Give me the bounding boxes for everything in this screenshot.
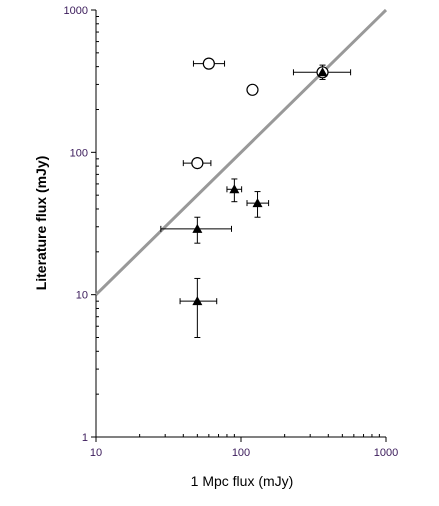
data-point-circle	[191, 157, 204, 170]
reference-line	[94, 8, 388, 296]
data-point-circle	[246, 83, 259, 96]
y-tick-label: 1	[82, 432, 88, 444]
data-point-triangle	[229, 184, 240, 194]
data-point-triangle	[252, 198, 263, 208]
y-tick-label: 10	[76, 290, 88, 302]
y-tick-label: 1000	[64, 5, 88, 17]
x-tick-label: 10	[90, 447, 102, 459]
data-point-triangle	[192, 223, 203, 233]
y-axis-title: Literature flux (mJy)	[33, 156, 49, 291]
x-tick-label: 100	[232, 447, 250, 459]
data-point-circle	[202, 57, 215, 70]
plot-area	[91, 8, 388, 442]
data-point-triangle	[192, 296, 203, 306]
y-tick-label: 100	[70, 147, 88, 159]
data-point-triangle	[317, 67, 328, 77]
x-axis-title: 1 Mpc flux (mJy)	[191, 473, 294, 489]
x-tick-label: 1000	[374, 447, 398, 459]
